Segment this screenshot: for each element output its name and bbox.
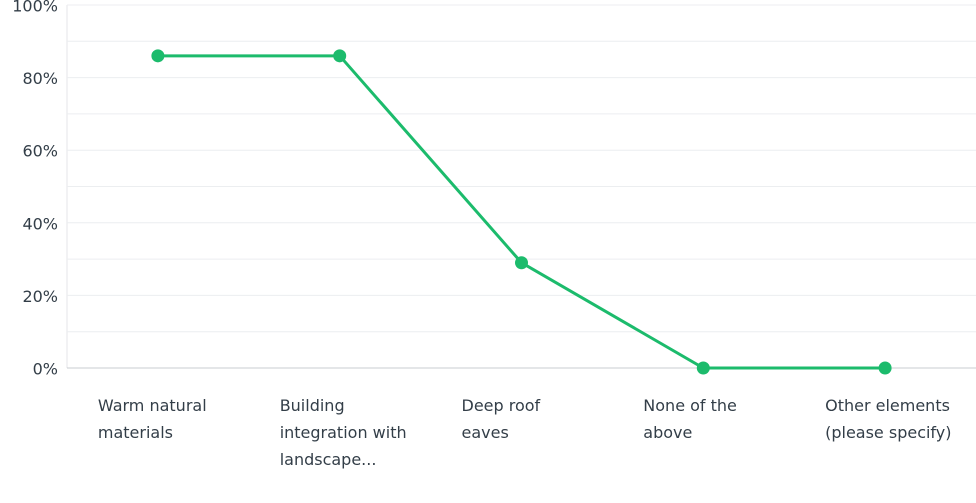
y-tick-label: 80% bbox=[22, 69, 58, 88]
point bbox=[515, 256, 528, 270]
x-tick-label: Other elements (please specify) bbox=[825, 396, 952, 442]
point bbox=[151, 49, 165, 63]
x-tick-label: Building integration with landscape... bbox=[279, 396, 407, 469]
x-tick-label: Warm natural materials bbox=[97, 396, 207, 442]
y-tick-label: 20% bbox=[22, 287, 58, 306]
y-tick-label: 40% bbox=[22, 214, 58, 233]
y-tick-label: 100% bbox=[12, 0, 58, 16]
x-tick-label: None of the above bbox=[643, 396, 737, 442]
y-tick-label: 0% bbox=[33, 360, 58, 379]
y-tick-label: 60% bbox=[22, 142, 58, 161]
point bbox=[696, 361, 710, 375]
x-tick-label: Deep roof eaves bbox=[461, 396, 541, 442]
point bbox=[333, 49, 347, 63]
line bbox=[157, 54, 886, 370]
point bbox=[878, 361, 892, 375]
